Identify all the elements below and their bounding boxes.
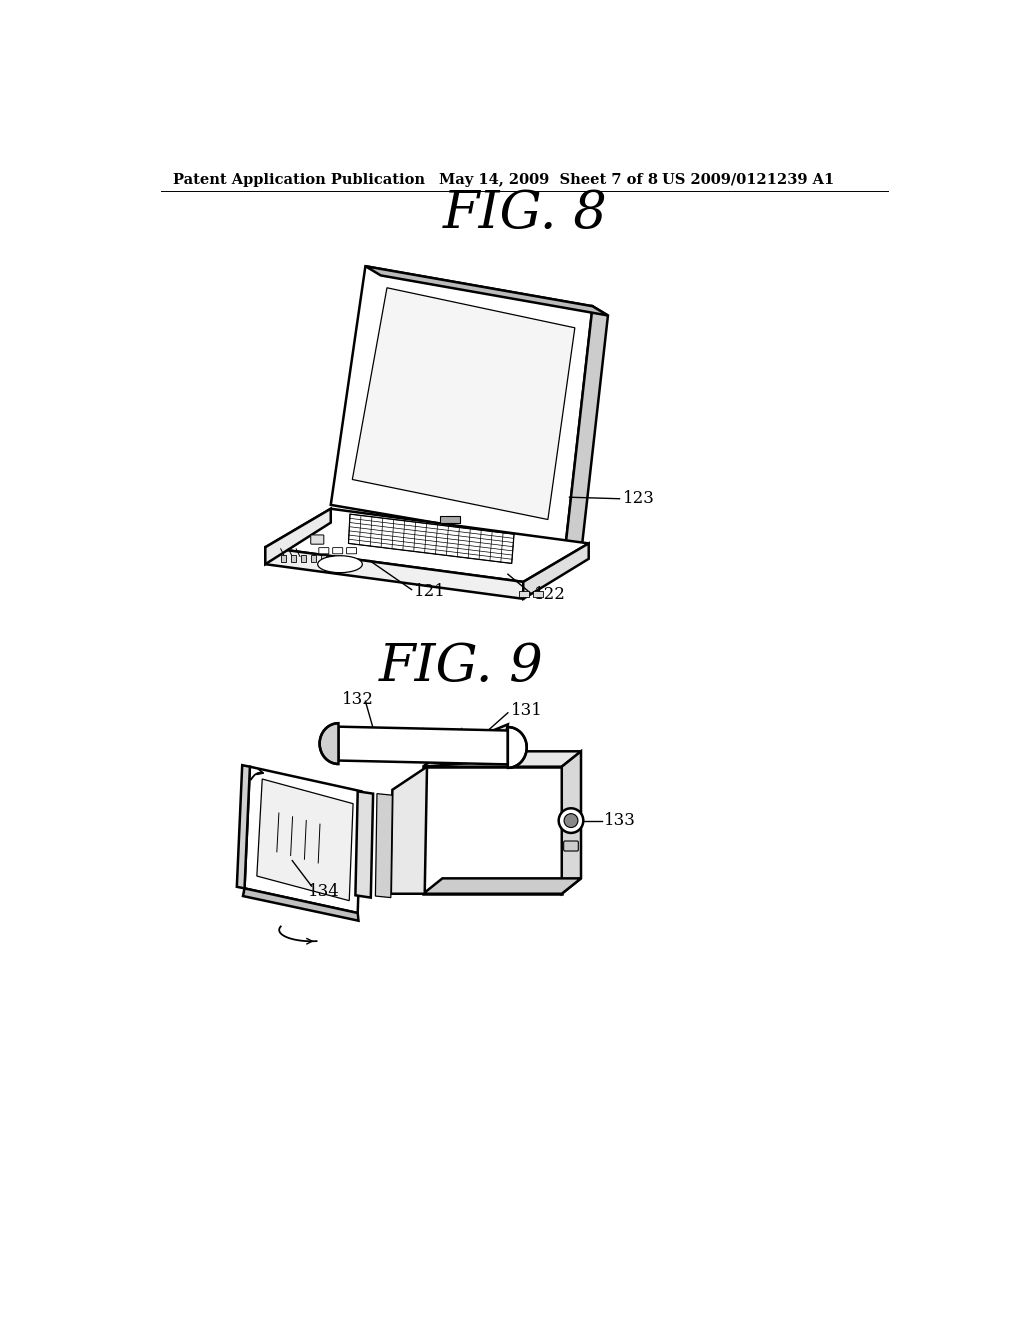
Text: 123: 123: [624, 490, 655, 507]
Polygon shape: [355, 792, 373, 898]
Text: 134: 134: [307, 883, 340, 900]
Polygon shape: [319, 723, 339, 764]
Polygon shape: [257, 779, 353, 900]
Polygon shape: [508, 727, 526, 768]
Polygon shape: [245, 767, 361, 913]
Polygon shape: [423, 751, 581, 767]
Text: May 14, 2009  Sheet 7 of 8: May 14, 2009 Sheet 7 of 8: [438, 173, 657, 187]
Bar: [310, 554, 316, 562]
Polygon shape: [376, 793, 392, 898]
Polygon shape: [237, 766, 250, 888]
Polygon shape: [423, 767, 562, 894]
Polygon shape: [265, 508, 589, 582]
Polygon shape: [352, 288, 574, 520]
Bar: [291, 554, 296, 562]
Bar: [534, 591, 544, 598]
Text: US 2009/0121239 A1: US 2009/0121239 A1: [662, 173, 835, 187]
Polygon shape: [243, 888, 358, 921]
Text: Patent Application Publication: Patent Application Publication: [173, 173, 425, 187]
Polygon shape: [265, 548, 523, 599]
Polygon shape: [565, 306, 608, 554]
Polygon shape: [339, 726, 508, 764]
FancyBboxPatch shape: [333, 548, 343, 554]
Text: 132: 132: [342, 692, 374, 709]
Bar: [519, 591, 529, 598]
FancyBboxPatch shape: [563, 841, 579, 851]
FancyBboxPatch shape: [346, 548, 356, 554]
Text: 121: 121: [414, 582, 445, 599]
Polygon shape: [523, 544, 589, 599]
Text: 133: 133: [604, 812, 636, 829]
Polygon shape: [331, 267, 593, 545]
Circle shape: [559, 808, 584, 833]
Text: 131: 131: [511, 702, 543, 719]
Text: FIG. 9: FIG. 9: [379, 642, 544, 692]
Text: 122: 122: [535, 586, 566, 603]
Polygon shape: [423, 725, 508, 767]
Polygon shape: [265, 508, 331, 564]
FancyBboxPatch shape: [318, 548, 329, 554]
Polygon shape: [423, 878, 581, 894]
Polygon shape: [391, 767, 427, 894]
Ellipse shape: [317, 556, 362, 573]
Polygon shape: [366, 267, 608, 315]
Bar: [301, 554, 306, 562]
FancyBboxPatch shape: [310, 535, 324, 544]
Circle shape: [564, 813, 578, 828]
Polygon shape: [562, 751, 581, 894]
Text: FIG. 8: FIG. 8: [442, 189, 607, 239]
Bar: [281, 554, 286, 562]
Bar: [440, 516, 460, 524]
Bar: [321, 554, 326, 562]
